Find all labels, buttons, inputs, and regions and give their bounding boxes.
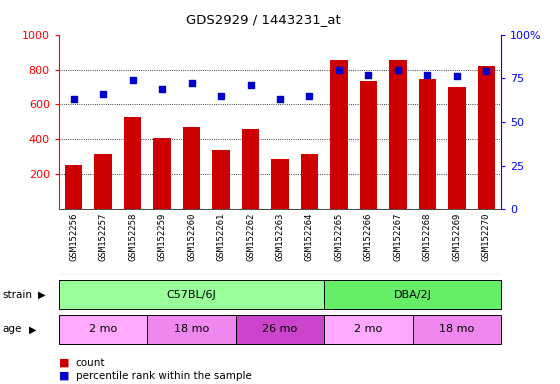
Text: percentile rank within the sample: percentile rank within the sample (76, 371, 251, 381)
Text: GSM152265: GSM152265 (334, 213, 343, 261)
Text: age: age (3, 324, 22, 334)
Bar (419, 79, 436, 209)
Bar (324, 315, 413, 344)
Point (452, 73, 461, 79)
Text: DBA/2J: DBA/2J (394, 290, 432, 300)
Text: GSM152256: GSM152256 (69, 213, 78, 261)
Text: GSM152263: GSM152263 (276, 213, 284, 261)
Text: ■: ■ (59, 358, 69, 368)
Bar (324, 280, 501, 309)
Text: strain: strain (3, 290, 33, 300)
Point (423, 72, 432, 78)
Bar (212, 150, 230, 209)
Text: GSM152260: GSM152260 (187, 213, 196, 261)
Point (99, 91, 108, 97)
Point (482, 68, 491, 74)
Text: GDS2929 / 1443231_at: GDS2929 / 1443231_at (186, 13, 340, 26)
Text: 26 mo: 26 mo (263, 324, 297, 334)
Bar (236, 315, 324, 344)
Bar (242, 129, 259, 209)
Point (217, 93, 226, 99)
Text: GSM152257: GSM152257 (99, 213, 108, 261)
Point (246, 82, 255, 88)
Point (69, 96, 78, 102)
Bar (330, 60, 348, 209)
Point (364, 72, 373, 78)
Text: 2 mo: 2 mo (89, 324, 117, 334)
Point (157, 86, 166, 92)
Point (334, 66, 343, 73)
Bar (65, 165, 82, 209)
Text: GSM152268: GSM152268 (423, 213, 432, 261)
Point (394, 66, 403, 73)
Bar (124, 117, 141, 209)
Point (187, 80, 196, 86)
Text: GSM152258: GSM152258 (128, 213, 137, 261)
Bar (478, 66, 495, 209)
Text: GSM152264: GSM152264 (305, 213, 314, 261)
Text: GSM152266: GSM152266 (364, 213, 373, 261)
Bar (413, 315, 501, 344)
Bar (301, 154, 318, 209)
Text: GSM152269: GSM152269 (452, 213, 461, 261)
Bar (389, 60, 407, 209)
Bar (59, 280, 324, 309)
Text: GSM152270: GSM152270 (482, 213, 491, 261)
Bar (448, 87, 466, 209)
Bar (183, 127, 200, 209)
Text: GSM152261: GSM152261 (217, 213, 226, 261)
Bar (153, 137, 171, 209)
Text: ■: ■ (59, 371, 69, 381)
Text: ▶: ▶ (29, 324, 36, 334)
Bar (94, 154, 112, 209)
Text: count: count (76, 358, 105, 368)
Bar (59, 315, 147, 344)
Text: GSM152262: GSM152262 (246, 213, 255, 261)
Bar (360, 81, 377, 209)
Point (305, 93, 314, 99)
Bar (271, 159, 289, 209)
Point (128, 77, 137, 83)
Text: 18 mo: 18 mo (174, 324, 209, 334)
Text: GSM152259: GSM152259 (157, 213, 166, 261)
Text: ▶: ▶ (38, 290, 45, 300)
Text: GSM152267: GSM152267 (394, 213, 403, 261)
Text: C57BL/6J: C57BL/6J (167, 290, 216, 300)
Bar (147, 315, 236, 344)
Text: 18 mo: 18 mo (440, 324, 474, 334)
Text: 2 mo: 2 mo (354, 324, 382, 334)
Point (276, 96, 284, 102)
